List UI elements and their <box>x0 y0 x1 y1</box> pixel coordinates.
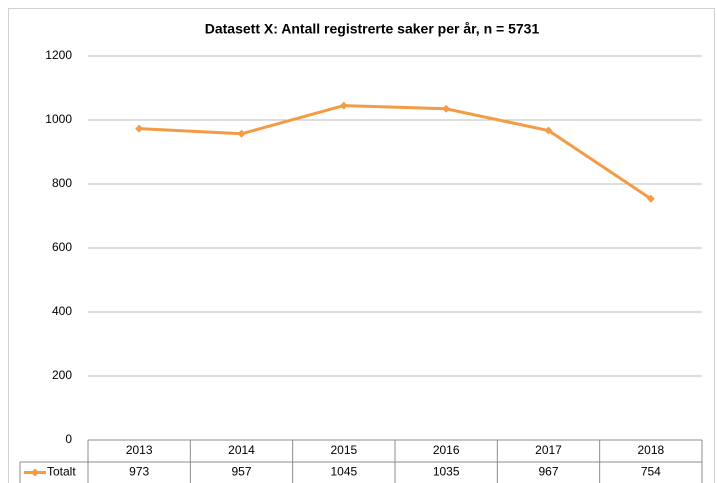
y-tick-label: 200 <box>52 368 72 382</box>
chart-title: Datasett X: Antall registrerte saker per… <box>205 21 540 37</box>
point <box>544 126 553 135</box>
legend-marker <box>31 468 39 477</box>
x-tick-label: 2013 <box>126 443 153 457</box>
point <box>646 194 655 203</box>
y-tick-label: 1000 <box>45 112 72 126</box>
table-value: 957 <box>231 465 251 479</box>
y-tick-label: 0 <box>65 432 72 446</box>
y-tick-label: 400 <box>52 304 72 318</box>
table-value: 1045 <box>330 465 357 479</box>
table-value: 1035 <box>433 465 460 479</box>
point <box>442 104 451 113</box>
legend-label: Totalt <box>47 465 76 479</box>
point <box>135 124 144 133</box>
chart-border <box>8 8 715 483</box>
x-tick-label: 2015 <box>330 443 357 457</box>
point <box>339 101 348 110</box>
x-tick-label: 2018 <box>637 443 664 457</box>
x-tick-label: 2017 <box>535 443 562 457</box>
y-tick-label: 600 <box>52 240 72 254</box>
table-value: 973 <box>129 465 149 479</box>
x-tick-label: 2016 <box>433 443 460 457</box>
line <box>139 104 652 200</box>
y-tick-label: 1200 <box>45 48 72 62</box>
point <box>237 129 246 138</box>
y-tick-label: 800 <box>52 176 72 190</box>
x-tick-label: 2014 <box>228 443 255 457</box>
table-value: 754 <box>641 465 661 479</box>
table-value: 967 <box>538 465 558 479</box>
